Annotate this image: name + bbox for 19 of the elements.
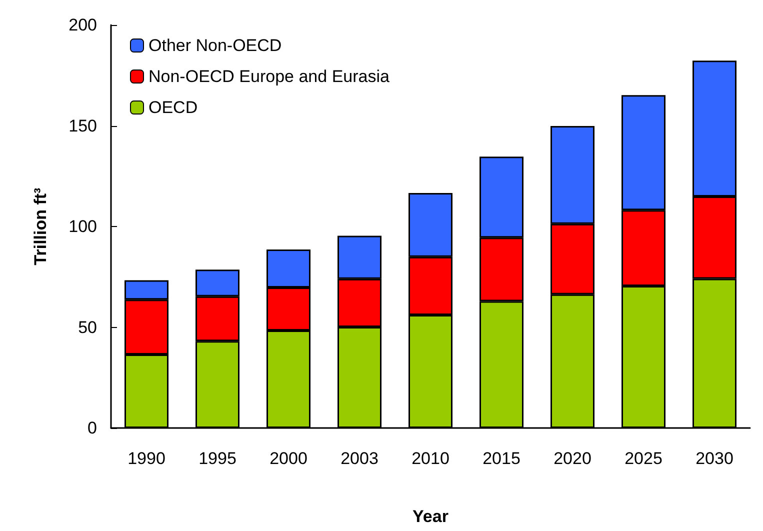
y-tick-label: 150 bbox=[68, 116, 97, 136]
x-axis-title: Year bbox=[412, 507, 449, 526]
x-tick-label: 2030 bbox=[696, 449, 734, 468]
y-axis-title: Trillion ft³ bbox=[31, 187, 50, 266]
y-tick-label: 50 bbox=[78, 318, 97, 337]
y-tick-label: 200 bbox=[68, 16, 97, 34]
x-tick-label: 2015 bbox=[482, 449, 520, 468]
x-tick-label: 1990 bbox=[128, 449, 166, 468]
y-tick-label: 100 bbox=[68, 217, 97, 236]
x-tick-label: 2020 bbox=[554, 449, 592, 468]
x-tick-label: 2010 bbox=[412, 449, 450, 468]
legend-label: OECD bbox=[148, 98, 198, 117]
legend-label: Non-OECD Europe and Eurasia bbox=[148, 67, 390, 86]
x-tick-label: 2000 bbox=[270, 449, 308, 468]
x-tick-label: 2003 bbox=[340, 449, 378, 468]
y-tick-label: 0 bbox=[88, 418, 97, 438]
x-tick-label: 1995 bbox=[198, 449, 236, 468]
legend-label: Other Non-OECD bbox=[148, 36, 282, 55]
x-tick-label: 2025 bbox=[624, 449, 662, 468]
